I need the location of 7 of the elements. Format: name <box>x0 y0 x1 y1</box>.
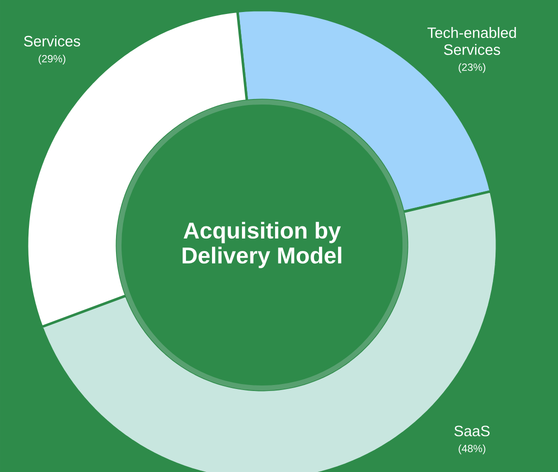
data-label: (23%) <box>458 63 486 73</box>
slice-label: SaaS <box>454 426 490 436</box>
text: Acquisition by Delivery Model <box>182 222 342 268</box>
slice-label: Services <box>24 36 80 46</box>
data-label: (29%) <box>38 54 66 64</box>
data-label: (48%) <box>458 444 486 454</box>
slice-label: Tech-enabled Services <box>427 27 516 55</box>
